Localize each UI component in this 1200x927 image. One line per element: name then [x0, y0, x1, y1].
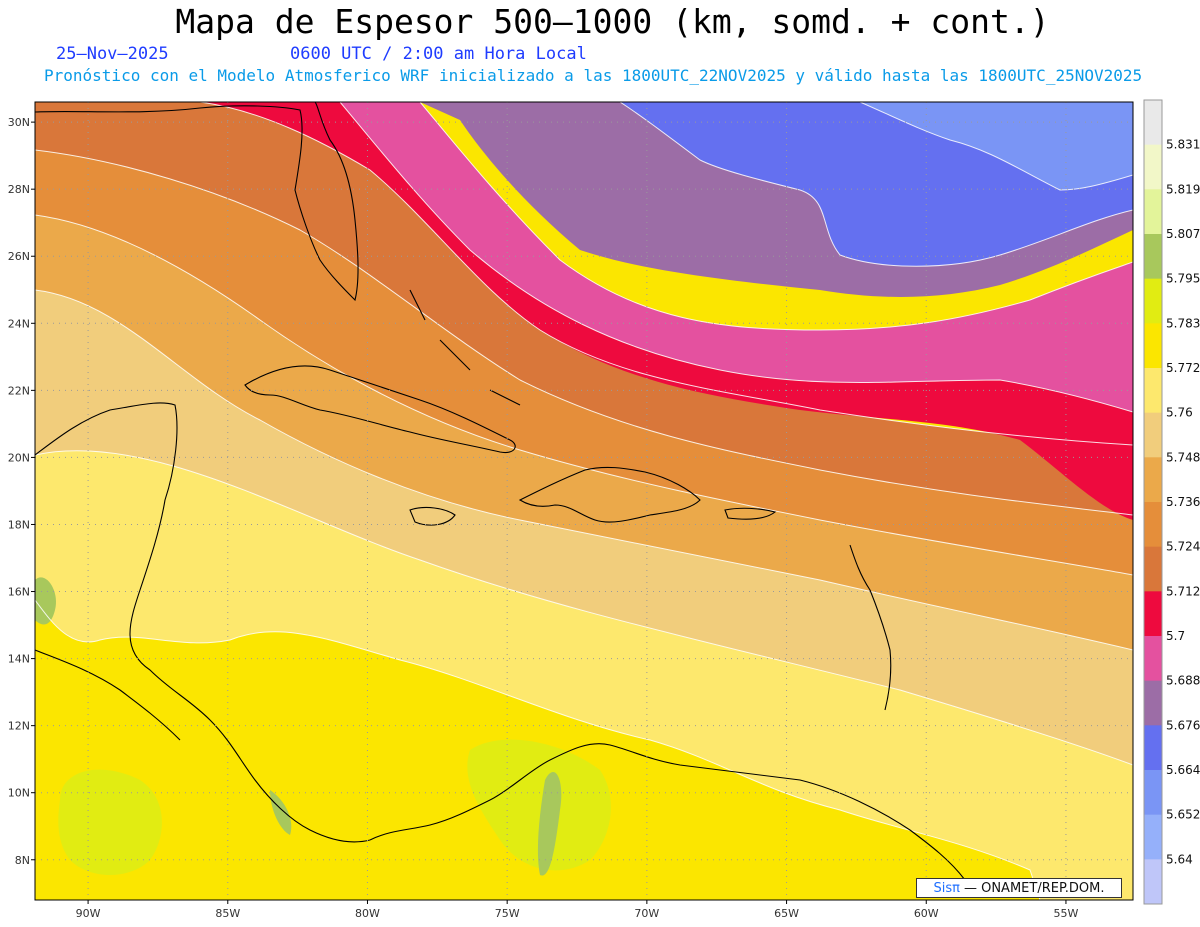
colorbar-swatch	[1144, 323, 1162, 369]
lat-tick-label: 30N	[8, 116, 30, 129]
credit-text: — ONAMET/REP.DOM.	[963, 880, 1105, 896]
colorbar-label: 5.76	[1166, 406, 1193, 420]
colorbar-label: 5.807	[1166, 227, 1200, 241]
colorbar-swatch	[1144, 368, 1162, 414]
colorbar-label: 5.783	[1166, 316, 1200, 330]
lon-tick-label: 90W	[76, 907, 101, 920]
colorbar-label: 5.795	[1166, 272, 1200, 286]
colorbar-label: 5.819	[1166, 182, 1200, 196]
colorbar-swatch	[1144, 636, 1162, 682]
colorbar-swatch	[1144, 859, 1162, 905]
lon-tick-label: 75W	[495, 907, 520, 920]
latitude-labels: 30N 28N 26N 24N 22N 20N 18N 16N 14N 12N 10N 8N	[8, 116, 35, 867]
lon-tick-label: 60W	[914, 907, 939, 920]
lat-tick-label: 12N	[8, 720, 30, 733]
lon-tick-label: 80W	[355, 907, 380, 920]
colorbar-label: 5.652	[1166, 808, 1200, 822]
model-description: Pronóstico con el Modelo Atmosferico WRF…	[44, 66, 1143, 85]
colorbar-label: 5.664	[1166, 763, 1200, 777]
lat-tick-label: 24N	[8, 317, 30, 330]
colorbar-swatch	[1144, 546, 1162, 592]
lon-tick-label: 55W	[1054, 907, 1079, 920]
colorbar-label: 5.7	[1166, 629, 1185, 643]
colorbar-swatch	[1144, 591, 1162, 637]
lon-tick-label: 70W	[634, 907, 659, 920]
colorbar-swatch	[1144, 725, 1162, 771]
lon-tick-label: 85W	[215, 907, 240, 920]
map-title: Mapa de Espesor 500—1000 (km, somd. + co…	[175, 2, 1050, 41]
map-frame	[34, 101, 1134, 901]
colorbar: 5.831 5.819 5.807 5.795 5.783 5.772 5.76 5.748 5…	[1143, 99, 1200, 905]
coastlines	[35, 102, 966, 881]
colorbar-label: 5.831	[1166, 138, 1200, 152]
colorbar-swatch	[1144, 234, 1162, 280]
credit-brand: Sisπ	[933, 880, 960, 896]
lat-tick-label: 20N	[8, 451, 30, 464]
lat-tick-label: 10N	[8, 787, 30, 800]
colorbar-swatch	[1144, 680, 1162, 726]
colorbar-label: 5.772	[1166, 361, 1200, 375]
colorbar-label: 5.688	[1166, 674, 1200, 688]
colorbar-frame	[1143, 99, 1163, 905]
colorbar-label: 5.748	[1166, 450, 1200, 464]
colorbar-swatch	[1144, 189, 1162, 235]
colorbar-label: 5.64	[1166, 852, 1193, 866]
longitude-labels: 90W 85W 80W 75W 70W 65W 60W 55W	[76, 900, 1079, 920]
colorbar-swatch	[1144, 100, 1162, 146]
thickness-fill	[35, 102, 1133, 900]
credit-box: Sisπ — ONAMET/REP.DOM.	[916, 878, 1122, 898]
lat-tick-label: 14N	[8, 653, 30, 666]
forecast-time: 0600 UTC / 2:00 am Hora Local	[290, 44, 587, 64]
colorbar-swatch	[1144, 144, 1162, 190]
colorbar-swatch	[1144, 457, 1162, 503]
lat-tick-label: 8N	[15, 854, 30, 867]
colorbar-label: 5.676	[1166, 718, 1200, 732]
colorbar-swatch	[1144, 412, 1162, 458]
forecast-date: 25—Nov—2025	[56, 44, 169, 64]
graticule	[35, 102, 1133, 900]
colorbar-label: 5.724	[1166, 540, 1200, 554]
lat-tick-label: 28N	[8, 183, 30, 196]
lat-tick-label: 26N	[8, 250, 30, 263]
colorbar-label: 5.736	[1166, 495, 1200, 509]
colorbar-swatch	[1144, 814, 1162, 860]
lat-tick-label: 18N	[8, 518, 30, 531]
colorbar-label: 5.712	[1166, 584, 1200, 598]
lat-tick-label: 22N	[8, 384, 30, 397]
colorbar-swatch	[1144, 502, 1162, 548]
colorbar-swatch	[1144, 770, 1162, 816]
lon-tick-label: 65W	[774, 907, 799, 920]
colorbar-swatch	[1144, 278, 1162, 324]
lat-tick-label: 16N	[8, 586, 30, 599]
